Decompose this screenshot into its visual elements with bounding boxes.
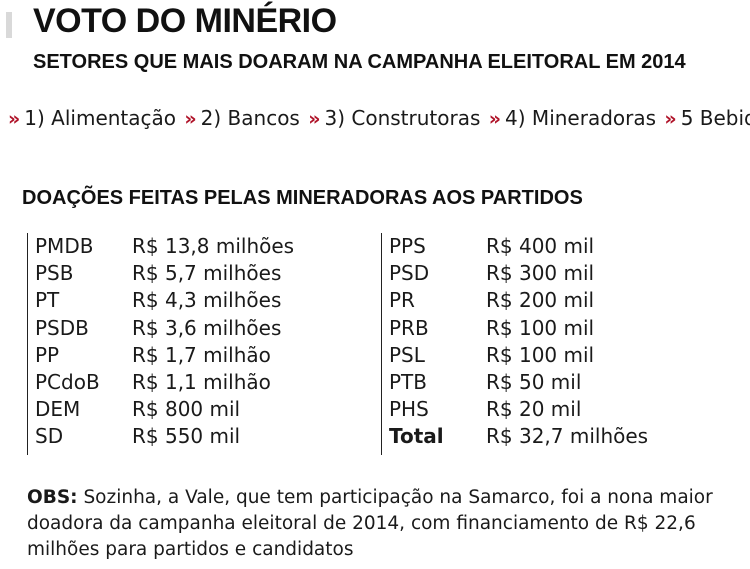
sector-label: 2) Bancos — [200, 106, 300, 130]
donation-row: DEM R$ 800 mil — [35, 396, 294, 423]
total-label: Total — [389, 424, 444, 449]
donation-row: PRB R$ 100 mil — [389, 315, 648, 342]
donation-amount: R$ 4,3 milhões — [132, 288, 282, 313]
donation-row: SD R$ 550 mil — [35, 423, 294, 450]
donation-amount: R$ 200 mil — [486, 288, 595, 313]
party-name: PR — [389, 288, 415, 313]
title-accent-bar — [6, 12, 12, 38]
party-name: PRB — [389, 315, 429, 340]
party-name: PHS — [389, 397, 429, 422]
party-name: PCdoB — [35, 369, 100, 394]
party-name: PSDB — [35, 315, 89, 340]
donations-column-right: PPS R$ 400 mil PSD R$ 300 mil PR R$ 200 mil PR… — [381, 233, 648, 455]
sector-item: » 3) Construtoras — [306, 106, 480, 130]
observation-text: Sozinha, a Vale, que tem participação na… — [27, 487, 713, 560]
donation-row: PSL R$ 100 mil — [389, 342, 648, 369]
party-name: PSL — [389, 342, 425, 367]
total-row: Total R$ 32,7 milhões — [389, 423, 648, 450]
party-name: PP — [35, 342, 60, 367]
donation-row: PR R$ 200 mil — [389, 287, 648, 314]
party-name: PTB — [389, 369, 427, 394]
donation-row: PSB R$ 5,7 milhões — [35, 260, 294, 287]
party-name: PPS — [389, 234, 426, 258]
party-name: PSB — [35, 261, 74, 286]
donation-amount: R$ 550 mil — [132, 424, 241, 449]
donation-row: PMDB R$ 13,8 milhões — [35, 233, 294, 260]
donations-title: DOAÇÕES FEITAS PELAS MINERADORAS AOS PAR… — [22, 187, 583, 209]
double-arrow-icon: » — [488, 108, 502, 130]
donation-amount: R$ 50 mil — [486, 369, 582, 394]
sector-item: » 2) Bancos — [182, 106, 299, 130]
donation-row: PPS R$ 400 mil — [389, 233, 648, 260]
sector-item: » 1) Alimentação — [8, 106, 176, 130]
donation-amount: R$ 13,8 milhões — [132, 234, 295, 258]
sector-label: 1) Alimentação — [24, 106, 177, 130]
sector-label: 3) Construtoras — [324, 106, 481, 130]
sector-label: 4) Mineradoras — [505, 106, 657, 130]
donation-amount: R$ 100 mil — [486, 315, 595, 340]
donation-amount: R$ 5,7 milhões — [132, 261, 282, 286]
party-name: PMDB — [35, 234, 94, 258]
donation-amount: R$ 20 mil — [486, 397, 582, 422]
double-arrow-icon: » — [184, 108, 197, 130]
double-arrow-icon: » — [664, 108, 677, 130]
donation-amount: R$ 400 mil — [486, 234, 595, 258]
party-name: PSD — [389, 261, 430, 286]
donation-amount: R$ 100 mil — [486, 342, 595, 367]
donation-row: PP R$ 1,7 milhão — [35, 342, 294, 369]
double-arrow-icon: » — [308, 108, 321, 130]
donation-amount: R$ 1,7 milhão — [132, 342, 271, 367]
party-name: DEM — [35, 397, 81, 422]
sectors-list: » 1) Alimentação » 2) Bancos » 3) Construto… — [8, 106, 750, 130]
party-name: PT — [35, 288, 60, 313]
sector-item: » 4) Mineradoras — [487, 106, 656, 130]
sector-label: 5 Bebidas — [680, 106, 750, 130]
page-title: VOTO DO MINÉRIO — [33, 2, 337, 40]
donation-row: PSDB R$ 3,6 milhões — [35, 315, 294, 342]
donation-row: PHS R$ 20 mil — [389, 396, 648, 423]
donation-row: PCdoB R$ 1,1 milhão — [35, 369, 294, 396]
party-name: SD — [35, 424, 64, 449]
observation-note: OBS: Sozinha, a Vale, que tem participaç… — [27, 485, 727, 563]
sector-item: »5 Bebidas — [662, 106, 750, 130]
donations-column-left: PMDB R$ 13,8 milhões PSB R$ 5,7 milhões PT R$… — [27, 233, 294, 455]
donation-row: PSD R$ 300 mil — [389, 260, 648, 287]
donation-amount: R$ 800 mil — [132, 397, 241, 422]
donation-amount: R$ 300 mil — [486, 261, 595, 286]
donation-amount: R$ 1,1 milhão — [132, 369, 271, 394]
double-arrow-icon: » — [8, 108, 21, 130]
total-amount: R$ 32,7 milhões — [486, 424, 649, 449]
observation-label: OBS: — [27, 487, 78, 508]
donation-amount: R$ 3,6 milhões — [132, 315, 282, 340]
donation-row: PTB R$ 50 mil — [389, 369, 648, 396]
donation-row: PT R$ 4,3 milhões — [35, 287, 294, 314]
page-subtitle: SETORES QUE MAIS DOARAM NA CAMPANHA ELEI… — [33, 51, 686, 73]
